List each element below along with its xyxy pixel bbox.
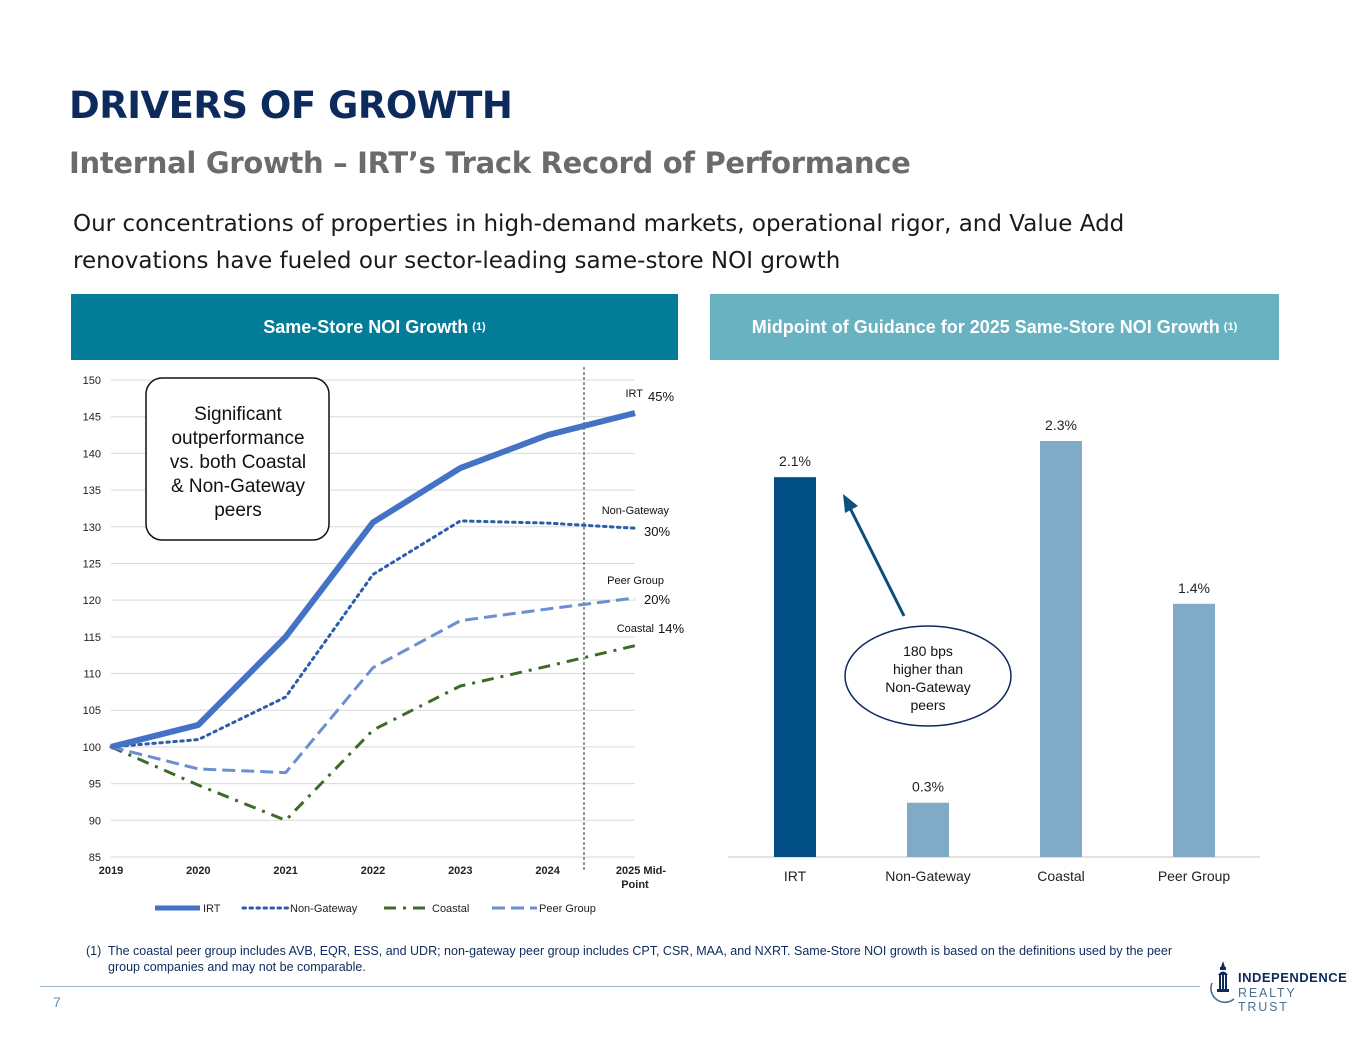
- bar: [1040, 441, 1082, 857]
- bar-chart-header-note: (1): [1223, 321, 1238, 333]
- y-tick-label: 115: [83, 632, 101, 644]
- x-tick-label: 2023: [448, 865, 472, 877]
- x-category-label: Coastal: [1037, 868, 1084, 884]
- callout-text-line: outperformance: [171, 428, 304, 449]
- bar-value-label: 0.3%: [912, 779, 944, 795]
- company-logo: INDEPENDENCE REALTY TRUST: [1208, 955, 1347, 1014]
- x-category-label: Non-Gateway: [885, 868, 971, 884]
- end-value-label: 20%: [644, 592, 670, 607]
- series-line-coastal: [110, 644, 636, 822]
- y-tick-label: 85: [89, 852, 101, 864]
- callout-text-line: higher than: [893, 661, 963, 677]
- footer-divider: [40, 986, 1200, 987]
- end-value-label: 45%: [648, 389, 674, 404]
- intro-text: Our concentrations of properties in high…: [73, 211, 1125, 274]
- y-tick-label: 105: [83, 705, 101, 717]
- callout-text-line: & Non-Gateway: [171, 476, 306, 497]
- y-tick-label: 95: [89, 779, 101, 791]
- bar: [907, 802, 949, 857]
- line-chart-header-text: Same-Store NOI Growth: [263, 316, 469, 337]
- end-label: Coastal: [617, 623, 654, 635]
- bar-value-label: 1.4%: [1178, 580, 1210, 596]
- footnote-text: The coastal peer group includes AVB, EQR…: [108, 944, 1172, 974]
- callout-text-line: vs. both Coastal: [170, 452, 306, 473]
- callout-ellipse: [844, 625, 1012, 727]
- y-tick-label: 110: [83, 669, 101, 681]
- callout-text-line: Significant: [194, 404, 282, 425]
- end-label: Non-Gateway: [602, 505, 670, 517]
- bar: [774, 477, 816, 857]
- guidance-bar-chart: 2.1% IRT 0.3% Non-Gateway 2.3% Coastal 1.4% Pee…: [728, 417, 1260, 884]
- y-tick-label: 120: [83, 595, 101, 607]
- callout-text-line: peers: [910, 697, 945, 713]
- bar-value-label: 2.3%: [1045, 417, 1077, 433]
- building-dome-icon: [1210, 961, 1235, 1004]
- end-label: Peer Group: [607, 575, 664, 587]
- end-value-label: 14%: [658, 621, 684, 636]
- series-line-irt: [110, 410, 636, 750]
- footnote-number: (1): [86, 944, 102, 958]
- noi-growth-line-chart: 85 90 95 100 105 110 115 120 125 130 135 140 145 150 2…: [83, 367, 684, 915]
- bar-chart-header-text: Midpoint of Guidance for 2025 Same-Store…: [751, 316, 1220, 337]
- x-tick-label: 2025 Mid-Point: [616, 865, 666, 891]
- y-tick-label: 100: [83, 742, 101, 754]
- end-value-label: 30%: [644, 524, 670, 539]
- y-tick-label: 130: [83, 522, 101, 534]
- y-tick-label: 90: [89, 815, 101, 827]
- callout-text-line: peers: [214, 500, 262, 521]
- footnote: (1) The coastal peer group includes AVB,…: [86, 943, 1196, 975]
- line-chart-header: Same-Store NOI Growth (1): [71, 294, 678, 360]
- y-tick-label: 125: [83, 558, 101, 570]
- y-tick-label: 145: [83, 412, 101, 424]
- y-tick-label: 135: [83, 485, 101, 497]
- line-chart-header-note: (1): [472, 321, 486, 333]
- x-tick-label: 2022: [361, 865, 385, 877]
- x-category-label: IRT: [784, 868, 807, 884]
- page-title: DRIVERS OF GROWTH: [69, 84, 513, 127]
- x-category-label: Peer Group: [1158, 868, 1231, 884]
- callout-text-line: Non-Gateway: [885, 679, 971, 695]
- end-label: IRT: [625, 388, 643, 400]
- y-tick-label: 150: [83, 375, 101, 387]
- legend-label: Non-Gateway: [290, 903, 358, 915]
- bar-chart-header: Midpoint of Guidance for 2025 Same-Store…: [710, 294, 1279, 360]
- logo-text-primary: INDEPENDENCE: [1238, 970, 1348, 985]
- series-line-non-gateway: [109, 519, 637, 749]
- y-tick-label: 140: [83, 448, 101, 460]
- bar-value-label: 2.1%: [779, 453, 811, 469]
- x-tick-label: 2024: [535, 865, 560, 877]
- legend-label: IRT: [203, 903, 221, 915]
- x-tick-label: 2020: [186, 865, 210, 877]
- page-number: 7: [53, 994, 61, 1010]
- x-tick-label: 2021: [273, 865, 297, 877]
- legend-label: Peer Group: [539, 903, 596, 915]
- arrow-head-icon: [843, 494, 858, 513]
- arrow-shaft: [848, 507, 906, 617]
- bar: [1173, 603, 1215, 857]
- callout-text-line: 180 bps: [903, 643, 953, 659]
- x-tick-label: 2019: [99, 865, 123, 877]
- page-subtitle: Internal Growth – IRT’s Track Record of …: [69, 146, 911, 180]
- callout-box: [145, 377, 330, 541]
- series-line-peer-group: [110, 596, 636, 775]
- logo-text-secondary: REALTY TRUST: [1238, 986, 1297, 1014]
- legend-label: Coastal: [432, 903, 469, 915]
